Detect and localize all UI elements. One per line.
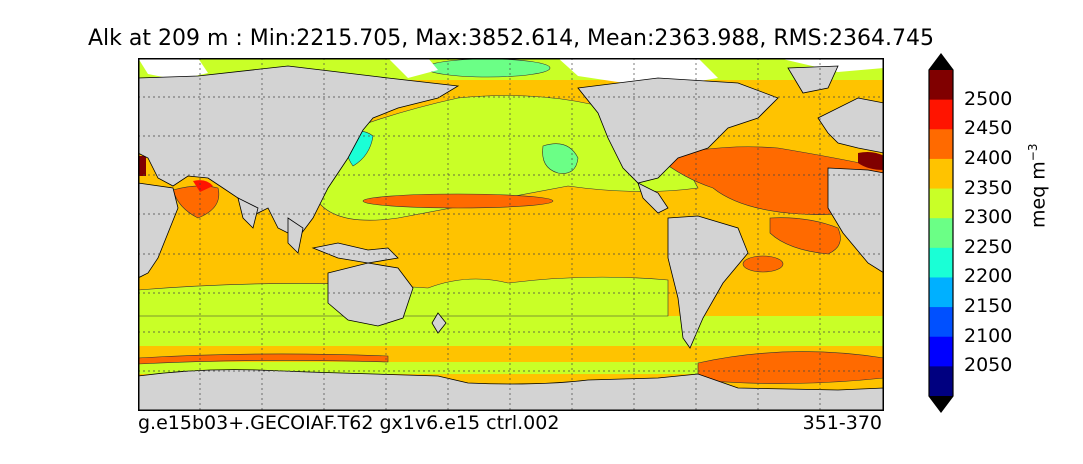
arctic-ice-4 — [778, 58, 884, 72]
colorbar-tick-label: 2350 — [964, 176, 1013, 199]
colorbar-segment — [929, 366, 953, 397]
colorbar-extend-min — [929, 396, 953, 412]
pacific-green-patch — [542, 143, 579, 174]
colorbar-segment — [929, 218, 953, 249]
land-greenland — [787, 65, 839, 94]
land-india — [237, 197, 259, 229]
colorbar-tick-label: 2400 — [964, 146, 1013, 169]
colorbar-segment — [929, 307, 953, 338]
colorbar-segment — [929, 188, 953, 219]
colorbar-extend-max — [929, 54, 953, 70]
north-pacific-lime — [307, 95, 699, 221]
land-indonesia — [311, 242, 399, 264]
arctic-green — [425, 58, 551, 78]
land-masses — [138, 65, 884, 411]
land-west-africa — [827, 167, 884, 274]
colorbar-segment — [929, 99, 953, 130]
colorbar-tick-label: 2250 — [964, 235, 1013, 258]
colorbar-segment — [929, 158, 953, 190]
units-base: meq m — [1027, 161, 1050, 228]
land-indochina — [287, 217, 304, 254]
colorbar — [928, 53, 954, 413]
case-label: g.e15b03+.GECOIAF.T62 gx1v6.e15 ctrl.002 — [138, 412, 560, 434]
south-atlantic-orange-2 — [742, 255, 784, 273]
alkalinity-map — [138, 58, 884, 411]
mediterranean-red — [858, 152, 884, 170]
colorbar-segment — [929, 336, 953, 367]
colorbar-tick-label: 2450 — [964, 117, 1013, 140]
colorbar-units: meq m−3 — [1026, 143, 1049, 228]
gulf-west — [138, 156, 146, 176]
colorbar-segment — [929, 129, 953, 160]
arctic-ice-1 — [138, 58, 208, 80]
land-newzealand — [431, 312, 447, 334]
land-north-america — [577, 77, 779, 184]
southern-orange-1 — [138, 353, 389, 365]
years-label: 351-370 — [802, 412, 882, 434]
plot-title: Alk at 209 m : Min:2215.705, Max:3852.61… — [87, 26, 934, 51]
colorbar-tick-label: 2300 — [964, 206, 1013, 229]
colorbar-tick-label: 2500 — [964, 87, 1013, 110]
graticule — [138, 58, 884, 411]
land-central-america — [637, 182, 669, 214]
land-antarctica — [138, 369, 884, 411]
land-australia — [327, 262, 414, 327]
colorbar-tick-label: 2050 — [964, 354, 1013, 377]
map-frame — [138, 58, 884, 411]
units-exponent: −3 — [1026, 143, 1040, 162]
arctic-ice-2 — [388, 58, 438, 78]
colorbar-segment — [929, 277, 953, 308]
colorbar-tick-label: 2200 — [964, 265, 1013, 288]
land-south-america — [667, 215, 749, 349]
colorbar-segment — [929, 247, 953, 278]
colorbar-tick-label: 2150 — [964, 295, 1013, 318]
colorbar-segment — [929, 70, 953, 101]
pacific-orange-lens — [362, 193, 554, 209]
south-atlantic-orange — [769, 217, 841, 255]
red-sea-red — [193, 180, 213, 192]
colorbar-tick-label: 2100 — [964, 324, 1013, 347]
colorbar-frame — [928, 53, 954, 413]
southern-orange-2 — [697, 351, 884, 384]
land-europe — [817, 97, 884, 154]
southern-band-lime — [138, 316, 884, 346]
